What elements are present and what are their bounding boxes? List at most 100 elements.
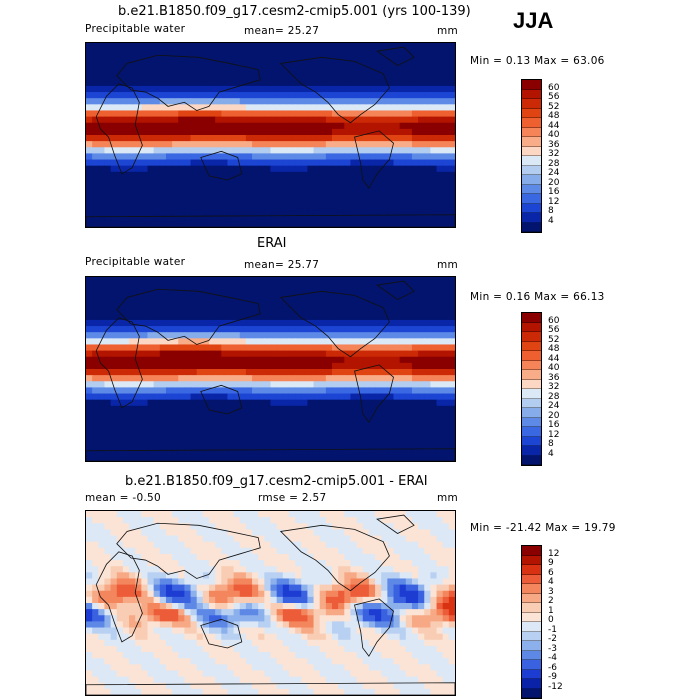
map-cell [104, 369, 112, 376]
map-cell [301, 511, 308, 518]
map-cell [135, 295, 142, 303]
map-cell [209, 405, 216, 413]
map-cell [86, 535, 93, 543]
map-cell [221, 442, 228, 450]
map-cell [325, 85, 333, 93]
map-cell [165, 590, 173, 598]
map-cell [258, 627, 265, 635]
map-cell [147, 418, 155, 425]
map-cell [282, 584, 290, 592]
map-cell [288, 153, 296, 161]
map-cell [282, 73, 290, 81]
map-cell [245, 448, 253, 456]
map-cell [184, 202, 192, 210]
map-cell [116, 307, 124, 315]
map-cell [356, 92, 364, 99]
map-cell [184, 517, 192, 524]
map-cell [122, 639, 130, 647]
map-cell [270, 190, 278, 197]
map-cell [116, 313, 124, 321]
map-cell [282, 615, 290, 622]
map-cell [332, 147, 339, 154]
map-cell [86, 418, 93, 425]
map-cell [196, 603, 204, 610]
map-cell [135, 621, 142, 629]
map-cell [245, 92, 253, 99]
map-cell [153, 436, 161, 444]
map-cell [424, 135, 431, 142]
map-cell [399, 454, 407, 461]
map-cell [239, 116, 247, 124]
map-cell [325, 220, 333, 227]
map-cell [178, 454, 185, 461]
map-cell [436, 609, 444, 616]
map-cell [258, 387, 265, 395]
map-cell [215, 122, 222, 130]
map-cell [276, 633, 284, 641]
map-cell [282, 393, 290, 401]
map-cell [190, 399, 198, 407]
map-cell [184, 190, 192, 197]
map-cell [129, 289, 136, 296]
map-cell [313, 511, 321, 518]
map-cell [448, 338, 455, 345]
map-cell [442, 553, 450, 561]
map-cell [245, 110, 253, 118]
map-cell [245, 578, 253, 586]
map-cell [387, 529, 395, 537]
map-cell [264, 375, 272, 382]
map-cell [104, 307, 112, 315]
map-cell [368, 584, 376, 592]
map-cell [288, 356, 296, 364]
map-cell [141, 369, 149, 376]
map-cell [245, 566, 253, 573]
map-cell [387, 67, 395, 75]
map-cell [295, 387, 302, 395]
map-cell [288, 424, 296, 431]
map-cell [325, 79, 333, 87]
map-cell [258, 572, 265, 579]
map-cell [362, 369, 370, 376]
map-cell [332, 319, 339, 327]
map-cell [350, 135, 358, 142]
map-cell [295, 319, 302, 327]
map-cell [239, 633, 247, 641]
map-cell [332, 202, 339, 210]
map-cell [356, 283, 364, 290]
map-cell [436, 596, 444, 604]
map-cell [270, 362, 278, 370]
map-cell [381, 214, 388, 222]
map-cell [295, 436, 302, 444]
map-cell [202, 529, 210, 537]
map-cell [295, 639, 302, 647]
map-cell [375, 572, 382, 579]
map-cell [264, 67, 272, 75]
map-cell [165, 55, 173, 62]
panel-2-colorbar [521, 312, 542, 466]
map-cell [295, 523, 302, 530]
map-cell [104, 196, 112, 203]
map-cell [135, 61, 142, 69]
map-cell [295, 430, 302, 437]
map-cell [375, 381, 382, 388]
map-cell [116, 92, 124, 99]
map-cell [86, 319, 93, 327]
map-cell [245, 165, 253, 173]
map-cell [239, 375, 247, 382]
map-cell [135, 55, 142, 62]
map-cell [356, 578, 364, 586]
map-cell [196, 387, 204, 395]
map-cell [381, 147, 388, 154]
map-cell [159, 535, 167, 543]
map-cell [239, 553, 247, 561]
map-cell [288, 418, 296, 425]
map-cell [172, 454, 179, 461]
map-cell [141, 79, 149, 87]
map-cell [368, 393, 376, 401]
map-cell [405, 147, 413, 154]
map-cell [190, 362, 198, 370]
map-cell [202, 313, 210, 321]
map-cell [178, 196, 185, 203]
map-cell [350, 55, 358, 62]
map-cell [116, 387, 124, 395]
